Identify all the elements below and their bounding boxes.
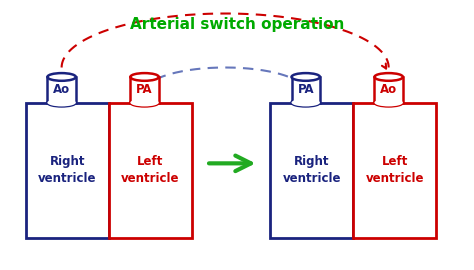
Bar [109, 103, 192, 238]
Bar [353, 103, 436, 238]
Text: PA: PA [136, 83, 153, 96]
Ellipse shape [130, 99, 159, 106]
Ellipse shape [374, 99, 403, 106]
Ellipse shape [47, 73, 76, 81]
Text: Right
ventricle: Right ventricle [38, 155, 97, 185]
Text: Arterial switch operation: Arterial switch operation [130, 17, 344, 32]
Ellipse shape [47, 99, 76, 106]
Ellipse shape [130, 73, 159, 81]
Bar [26, 103, 109, 238]
Ellipse shape [292, 73, 320, 81]
Text: Ao: Ao [53, 83, 70, 96]
Text: Left
ventricle: Left ventricle [121, 155, 180, 185]
Bar [130, 77, 159, 103]
Ellipse shape [130, 99, 159, 106]
Text: Ao: Ao [380, 83, 397, 96]
Bar [270, 103, 353, 238]
Bar [292, 77, 320, 103]
Ellipse shape [47, 99, 76, 106]
Text: Right
ventricle: Right ventricle [283, 155, 341, 185]
Bar [47, 77, 76, 103]
Text: Left
ventricle: Left ventricle [365, 155, 424, 185]
Bar [374, 77, 403, 103]
Ellipse shape [374, 73, 403, 81]
Text: PA: PA [297, 83, 314, 96]
Ellipse shape [292, 99, 320, 106]
Ellipse shape [374, 99, 403, 106]
Ellipse shape [292, 99, 320, 106]
